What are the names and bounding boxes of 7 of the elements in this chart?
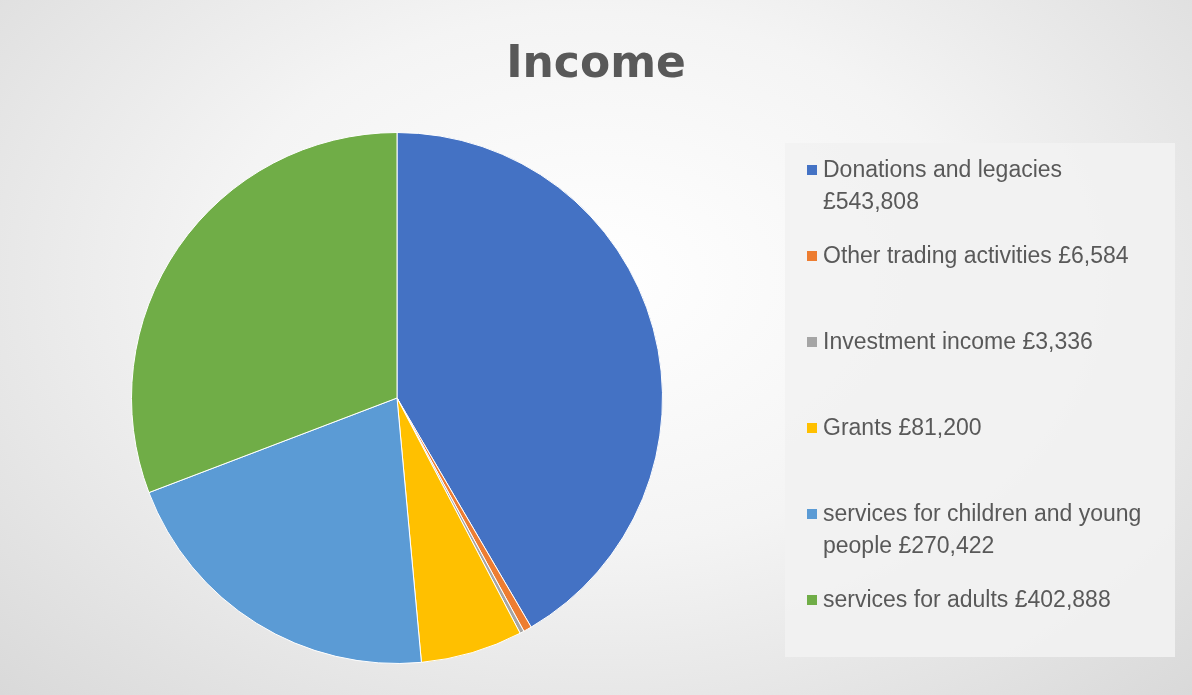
legend-label: Donations and legacies £543,808 <box>823 155 1064 216</box>
legend-label: services for children and young people £270,422 <box>823 499 1143 560</box>
legend-label: Other trading activities £6,584 <box>823 241 1129 270</box>
legend-label: services for adults £402,888 <box>823 585 1111 614</box>
chart-title: Income <box>505 36 687 87</box>
legend-label: Grants £81,200 <box>823 413 982 442</box>
legend-label: Investment income £3,336 <box>823 327 1093 356</box>
